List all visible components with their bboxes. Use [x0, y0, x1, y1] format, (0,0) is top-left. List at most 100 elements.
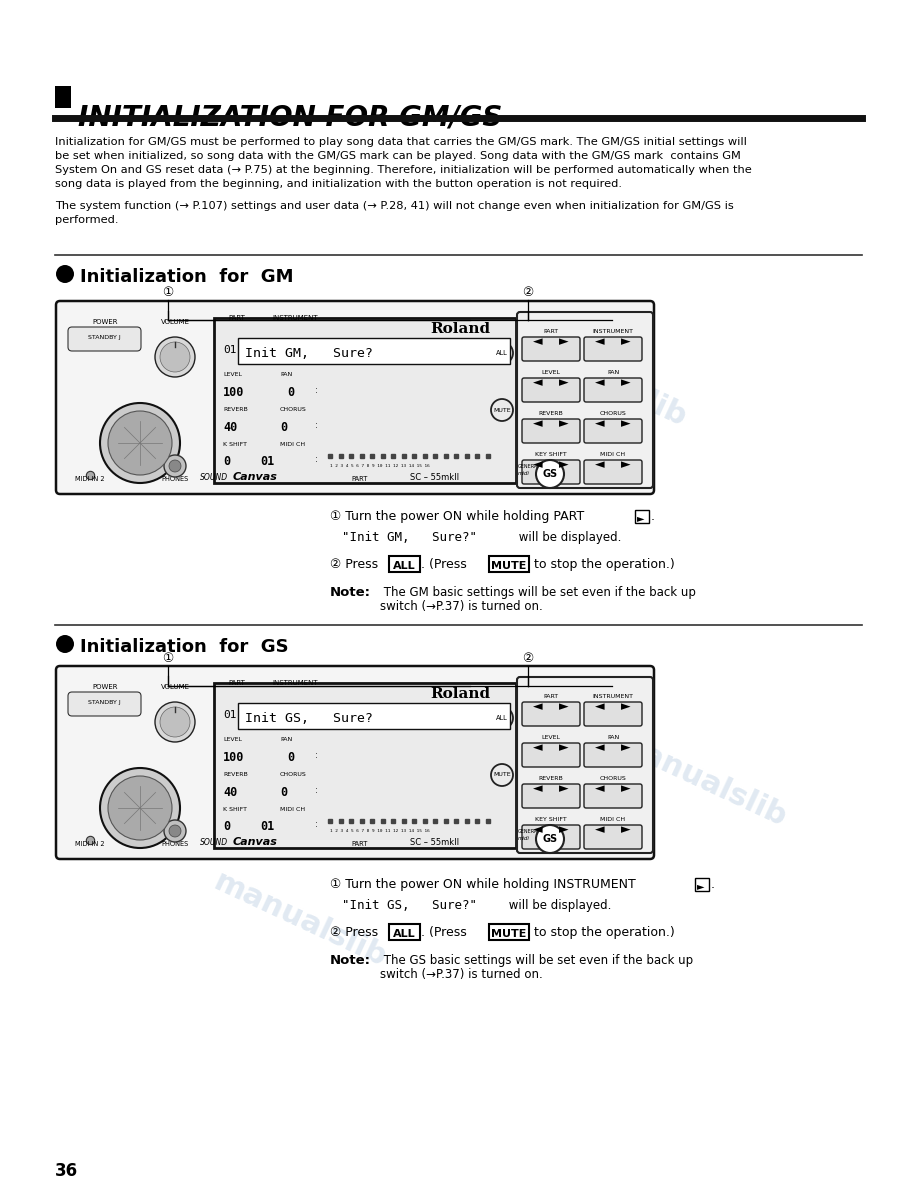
Text: ALL: ALL [393, 561, 415, 571]
Text: "Init GM,   Sure?": "Init GM, Sure?" [342, 531, 477, 544]
Text: ② Press: ② Press [330, 558, 382, 571]
Text: LEVEL: LEVEL [223, 372, 242, 377]
Text: ►: ► [559, 335, 569, 348]
Text: will be displayed.: will be displayed. [505, 899, 611, 912]
Text: SOUND: SOUND [200, 838, 229, 847]
Text: :: : [315, 820, 318, 829]
Text: 1 2 3 4 5 6 7 8 9 10 11 12 13 14 15 16: 1 2 3 4 5 6 7 8 9 10 11 12 13 14 15 16 [330, 465, 430, 468]
Text: :: : [315, 386, 318, 394]
Text: 01: 01 [223, 710, 237, 720]
Text: 1 2 3 4 5 6 7 8 9 10 11 12 13 14 15 16: 1 2 3 4 5 6 7 8 9 10 11 12 13 14 15 16 [330, 829, 430, 833]
Text: Initialization  for  GM: Initialization for GM [80, 268, 294, 286]
Text: "Init GS,   Sure?": "Init GS, Sure?" [342, 899, 477, 912]
Text: ►: ► [621, 741, 631, 754]
Text: MIDI CH: MIDI CH [600, 817, 625, 822]
FancyBboxPatch shape [489, 556, 529, 571]
FancyBboxPatch shape [522, 784, 580, 808]
FancyBboxPatch shape [56, 666, 654, 859]
Text: INITIALIZATION FOR GM/GS: INITIALIZATION FOR GM/GS [78, 105, 502, 132]
Text: :: : [315, 421, 318, 430]
Text: . (Press: . (Press [421, 925, 471, 939]
FancyBboxPatch shape [517, 677, 653, 853]
Text: K SHIFT: K SHIFT [223, 807, 247, 813]
Text: ALL: ALL [496, 715, 508, 721]
Text: CHORUS: CHORUS [280, 772, 307, 777]
Text: GS: GS [543, 469, 557, 479]
Text: switch (→P.37) is turned on.: switch (→P.37) is turned on. [380, 600, 543, 613]
FancyBboxPatch shape [584, 784, 642, 808]
Text: ② Press: ② Press [330, 925, 382, 939]
Text: PART: PART [229, 315, 245, 321]
FancyBboxPatch shape [56, 301, 654, 494]
FancyBboxPatch shape [389, 556, 420, 571]
Text: ►: ► [621, 417, 631, 430]
FancyBboxPatch shape [584, 824, 642, 849]
Text: Roland: Roland [430, 322, 490, 336]
Text: ◄: ◄ [595, 741, 605, 754]
Text: ②: ② [522, 651, 533, 664]
FancyBboxPatch shape [584, 702, 642, 726]
Text: 01: 01 [260, 455, 274, 468]
Text: PART: PART [543, 329, 558, 334]
Text: ①: ① [162, 651, 174, 664]
Text: manualslib: manualslib [609, 727, 791, 833]
Text: PAN: PAN [607, 735, 619, 740]
Text: REVERB: REVERB [223, 407, 248, 412]
Text: PAN: PAN [607, 369, 619, 375]
Text: MIDI CH: MIDI CH [280, 807, 305, 813]
Text: MUTE: MUTE [491, 929, 527, 939]
Text: INSTRUMENT: INSTRUMENT [592, 329, 633, 334]
Text: ALL: ALL [393, 929, 415, 939]
Circle shape [164, 455, 186, 478]
Text: MIDI CH: MIDI CH [280, 442, 305, 447]
Text: 36: 36 [55, 1162, 78, 1180]
Text: K SHIFT: K SHIFT [223, 442, 247, 447]
FancyBboxPatch shape [517, 312, 653, 488]
Text: Roland: Roland [430, 687, 490, 701]
Text: ◄: ◄ [533, 700, 543, 713]
Bar [55, 86, 71, 108]
FancyBboxPatch shape [584, 337, 642, 361]
Text: switch (→P.37) is turned on.: switch (→P.37) is turned on. [380, 968, 543, 981]
Text: manualslib: manualslib [209, 867, 391, 973]
Text: :: : [315, 786, 318, 795]
Text: INSTRUMENT: INSTRUMENT [592, 694, 633, 699]
FancyBboxPatch shape [238, 703, 510, 729]
Text: performed.: performed. [55, 215, 118, 225]
Text: SC – 55mkII: SC – 55mkII [410, 838, 459, 847]
Text: ►: ► [621, 782, 631, 795]
Text: CHORUS: CHORUS [599, 776, 626, 781]
Circle shape [100, 403, 180, 484]
Circle shape [164, 820, 186, 842]
FancyBboxPatch shape [522, 742, 580, 767]
FancyBboxPatch shape [584, 419, 642, 443]
Text: . (Press: . (Press [421, 558, 471, 571]
Circle shape [169, 460, 181, 472]
Text: ◄: ◄ [533, 375, 543, 388]
Text: ►: ► [559, 417, 569, 430]
Text: PART: PART [352, 476, 368, 482]
Text: Init GM,   Sure?: Init GM, Sure? [245, 347, 373, 360]
Text: CHORUS: CHORUS [280, 407, 307, 412]
Text: ALL: ALL [496, 350, 508, 356]
FancyBboxPatch shape [584, 742, 642, 767]
Text: LEVEL: LEVEL [542, 369, 561, 375]
Text: KEY SHIFT: KEY SHIFT [535, 451, 567, 457]
Text: MUTE: MUTE [493, 772, 510, 777]
Text: ►: ► [559, 741, 569, 754]
Text: INSTRUMENT: INSTRUMENT [273, 680, 318, 685]
FancyBboxPatch shape [68, 327, 141, 350]
Text: ①: ① [162, 285, 174, 298]
Circle shape [536, 460, 564, 488]
Text: ►: ► [559, 782, 569, 795]
Text: CHORUS: CHORUS [599, 411, 626, 416]
FancyBboxPatch shape [522, 337, 580, 361]
FancyBboxPatch shape [489, 924, 529, 940]
Text: .: . [711, 878, 715, 891]
Text: Note:: Note: [330, 954, 371, 967]
Text: Note:: Note: [330, 586, 371, 599]
Text: ◄: ◄ [595, 417, 605, 430]
Text: POWER: POWER [92, 320, 118, 326]
FancyBboxPatch shape [695, 878, 709, 891]
Text: :: : [315, 751, 318, 760]
